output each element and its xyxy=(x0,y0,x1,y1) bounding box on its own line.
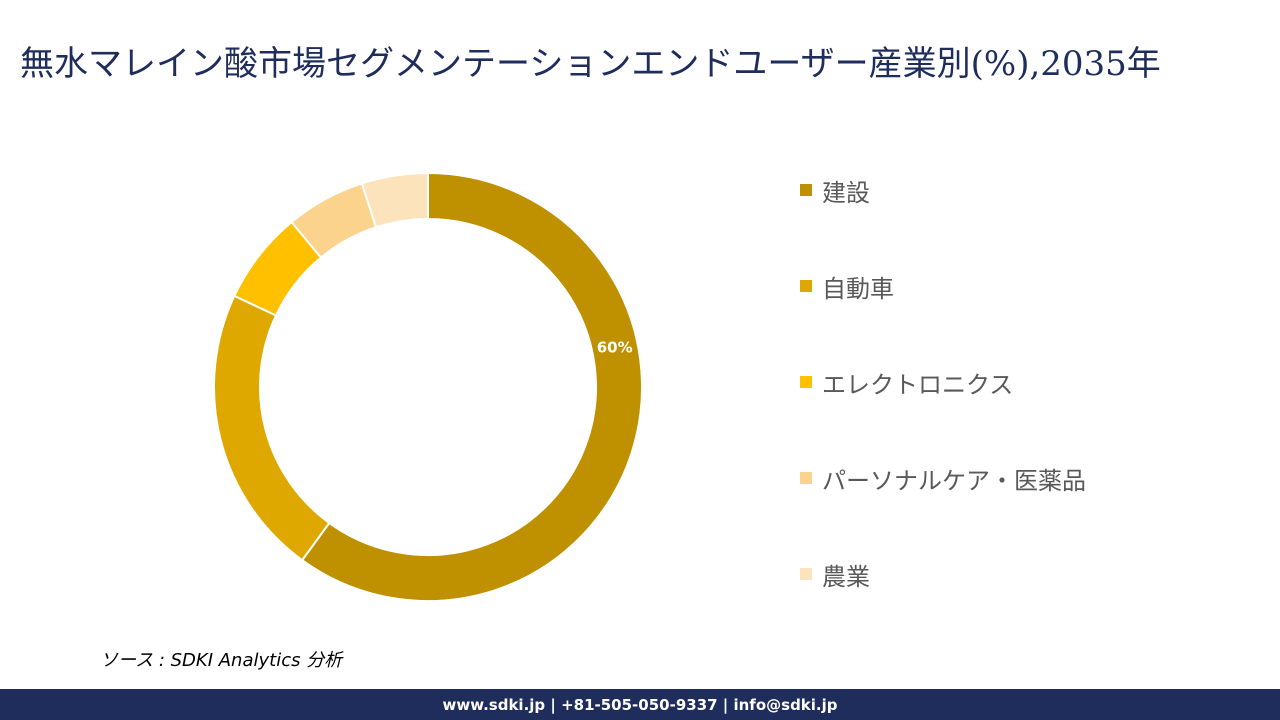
legend-item-2: 自動車 xyxy=(800,266,894,306)
legend-swatch-4 xyxy=(800,472,812,484)
legend-item-4: パーソナルケア・医薬品 xyxy=(800,458,1086,498)
donut-slice-2 xyxy=(213,294,331,562)
footer-contact: www.sdki.jp | +81-505-050-9337 | info@sd… xyxy=(442,695,838,714)
slice-data-label-1: 60% xyxy=(597,339,633,357)
legend-label-1: 建設 xyxy=(822,178,870,207)
legend-item-1: 建設 xyxy=(800,170,870,210)
legend-label-4: パーソナルケア・医薬品 xyxy=(822,466,1086,495)
footer-bar: www.sdki.jp | +81-505-050-9337 | info@sd… xyxy=(0,689,1280,720)
donut-slice-1 xyxy=(300,171,643,602)
donut-chart: 60% xyxy=(213,171,643,602)
legend-swatch-5 xyxy=(800,568,812,580)
legend-item-3: エレクトロニクス xyxy=(800,362,1013,402)
legend-swatch-2 xyxy=(800,280,812,292)
legend-swatch-3 xyxy=(800,376,812,388)
donut-slice-5 xyxy=(360,171,429,229)
legend-label-2: 自動車 xyxy=(822,274,894,303)
chart-title: 無水マレイン酸市場セグメンテーションエンドユーザー産業別(%),2035年 xyxy=(20,44,1161,84)
legend-label-5: 農業 xyxy=(822,562,870,591)
legend-label-3: エレクトロニクス xyxy=(822,370,1014,399)
legend-item-5: 農業 xyxy=(800,554,870,594)
source-note: ソース : SDKI Analytics 分析 xyxy=(100,650,343,671)
legend-swatch-1 xyxy=(800,184,812,196)
